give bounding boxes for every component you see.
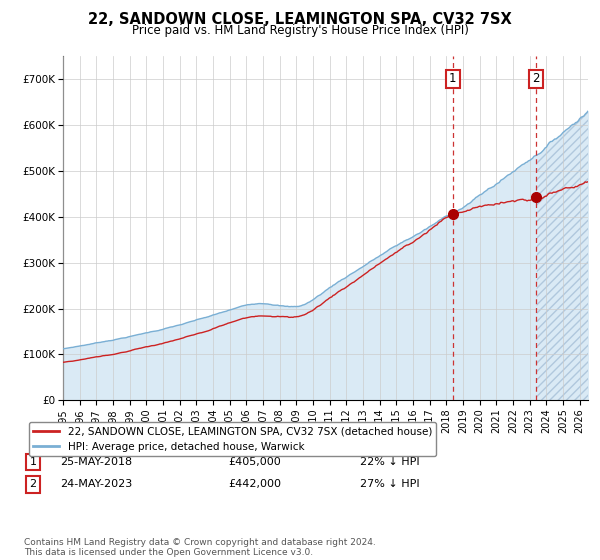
- Text: 24-MAY-2023: 24-MAY-2023: [60, 479, 132, 489]
- Legend: 22, SANDOWN CLOSE, LEAMINGTON SPA, CV32 7SX (detached house), HPI: Average price: 22, SANDOWN CLOSE, LEAMINGTON SPA, CV32 …: [29, 422, 436, 456]
- Text: 22, SANDOWN CLOSE, LEAMINGTON SPA, CV32 7SX: 22, SANDOWN CLOSE, LEAMINGTON SPA, CV32 …: [88, 12, 512, 27]
- Text: 2: 2: [532, 72, 540, 86]
- Text: 2: 2: [29, 479, 37, 489]
- Text: 25-MAY-2018: 25-MAY-2018: [60, 457, 132, 467]
- Text: £442,000: £442,000: [228, 479, 281, 489]
- Text: 27% ↓ HPI: 27% ↓ HPI: [360, 479, 419, 489]
- Text: 22% ↓ HPI: 22% ↓ HPI: [360, 457, 419, 467]
- Text: Contains HM Land Registry data © Crown copyright and database right 2024.
This d: Contains HM Land Registry data © Crown c…: [24, 538, 376, 557]
- Text: 1: 1: [449, 72, 457, 86]
- Text: £405,000: £405,000: [228, 457, 281, 467]
- Text: 1: 1: [29, 457, 37, 467]
- Text: Price paid vs. HM Land Registry's House Price Index (HPI): Price paid vs. HM Land Registry's House …: [131, 24, 469, 37]
